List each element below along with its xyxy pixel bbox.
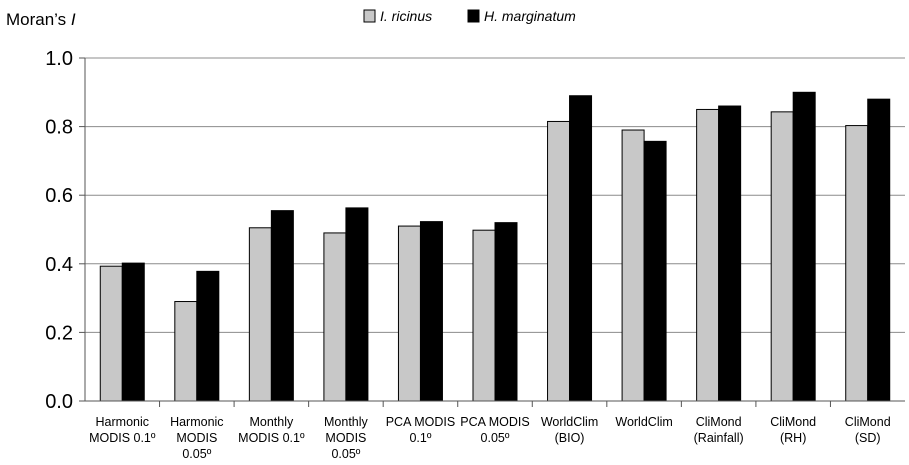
x-tick-label: Harmonic [96,415,150,429]
y-axis-title-italic: I [71,10,76,29]
x-tick-label: 0.05º [481,431,510,445]
y-tick-label: 0.4 [45,254,73,276]
bar-h-marginatum [569,95,593,402]
legend-label: I. ricinus [380,8,432,24]
bar-i-ricinus [174,301,198,402]
y-axis-title: Moran’s I [6,10,76,29]
bars [99,91,891,402]
x-tick-label: Harmonic [170,415,224,429]
x-tick-label: MODIS 0.1º [238,431,305,445]
gridlines [85,57,905,333]
x-tick-label: CliMond [696,415,742,429]
y-tick-label: 0.0 [45,391,73,413]
x-tick-label: 0.05º [331,447,360,460]
x-axis-ticks: Harmonic MODIS 0.1º Harmonic MODIS 0.05º Mont… [89,401,891,461]
y-axis-title-text: Moran’s [6,10,71,29]
legend: I. ricinus H. marginatum [363,8,576,24]
bar-i-ricinus [99,265,123,402]
bar-i-ricinus [323,232,347,402]
bar-i-ricinus [397,225,421,402]
bar-i-ricinus [845,125,869,402]
y-tick-label: 1.0 [45,48,73,70]
x-tick-label: PCA MODIS [460,415,529,429]
x-tick-label: (Rainfall) [694,431,744,445]
bar-i-ricinus [547,120,571,402]
x-tick-label: MODIS [325,431,366,445]
legend-swatch [467,9,480,23]
x-tick-label: (SD) [855,431,881,445]
bar-i-ricinus [770,111,794,402]
x-tick-label: 0.1º [409,431,431,445]
bar-i-ricinus [621,129,645,402]
legend-label: H. marginatum [484,8,576,24]
bar-h-marginatum [867,98,891,402]
y-tick-label: 0.8 [45,117,73,139]
x-tick-label: 0.05º [182,447,211,460]
x-tick-label: (BIO) [555,431,585,445]
x-tick-label: WorldClim [615,415,672,429]
x-tick-label: PCA MODIS [386,415,455,429]
x-tick-label: MODIS 0.1º [89,431,156,445]
x-tick-label: WorldClim [541,415,598,429]
x-tick-label: Monthly [324,415,369,429]
bar-i-ricinus [696,108,720,402]
bar-h-marginatum [270,210,294,402]
bar-i-ricinus [248,227,272,402]
bar-h-marginatum [792,91,816,402]
bar-h-marginatum [345,207,369,402]
y-tick-label: 0.2 [45,322,73,344]
bar-h-marginatum [196,270,220,402]
bar-h-marginatum [494,222,518,402]
bar-h-marginatum [643,140,667,402]
x-tick-label: CliMond [845,415,891,429]
bar-h-marginatum [718,105,742,402]
x-tick-label: Monthly [249,415,294,429]
bar-i-ricinus [472,229,496,402]
bar-h-marginatum [121,262,145,402]
x-tick-label: CliMond [770,415,816,429]
x-tick-label: (RH) [780,431,806,445]
legend-swatch [363,9,376,23]
bar-h-marginatum [419,221,443,402]
y-axis-ticks: 0.0 0.2 0.4 0.6 0.8 1.0 [45,48,85,413]
x-tick-label: MODIS [176,431,217,445]
y-tick-label: 0.6 [45,185,73,207]
